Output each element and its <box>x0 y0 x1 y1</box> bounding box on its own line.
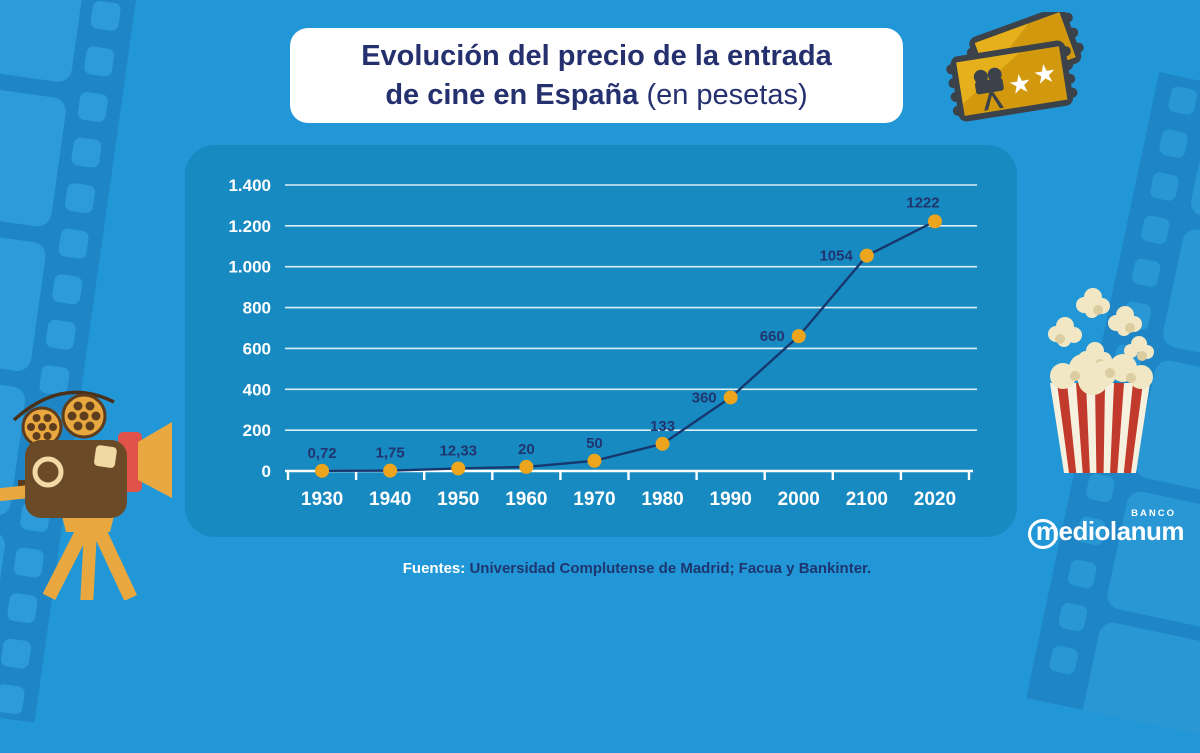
y-axis-label: 1.200 <box>228 217 271 236</box>
chart-panel: 0 200 400 600 800 1.000 1.200 1.400 1930 1940 1950… <box>185 145 1017 537</box>
film-camera-icon <box>0 380 186 606</box>
data-point <box>791 329 806 344</box>
film-reel-icon <box>61 393 107 439</box>
data-point-label: 1222 <box>906 194 939 211</box>
data-point <box>519 459 534 474</box>
y-axis-label: 400 <box>243 380 271 399</box>
data-point-label: 1054 <box>819 248 853 265</box>
source-line: Fuentes: Universidad Complutense de Madr… <box>37 560 1200 577</box>
popcorn-icon <box>1035 288 1167 483</box>
data-point-label: 133 <box>650 418 675 435</box>
source-text: Universidad Complutense de Madrid; Facua… <box>469 560 872 577</box>
x-axis-label: 1960 <box>505 489 547 510</box>
data-point-label: 20 <box>518 441 535 458</box>
page-title-units: (en pesetas) <box>646 78 808 111</box>
x-axis-label: 1980 <box>641 489 683 510</box>
source-label: Fuentes: <box>402 560 466 577</box>
y-axis-label: 1.400 <box>228 176 271 195</box>
x-axis-label: 1930 <box>301 489 343 510</box>
price-line-chart: 0 200 400 600 800 1.000 1.200 1.400 1930 1940 1950… <box>228 176 977 510</box>
x-axis-label: 1990 <box>710 489 752 510</box>
data-point-label: 50 <box>586 435 603 452</box>
title-box: Evolución del precio de la entrada de ci… <box>290 28 903 123</box>
y-axis-label: 800 <box>243 299 271 318</box>
page-title-line-2: de cine en España (en pesetas) <box>385 76 807 114</box>
price-line <box>322 220 936 473</box>
film-strip-left-icon <box>0 0 144 723</box>
data-point <box>655 436 670 451</box>
x-axis-label: 2000 <box>778 489 820 510</box>
star-icon: ★ <box>1031 58 1059 91</box>
x-axis-label: 1940 <box>369 489 411 510</box>
data-point-label: 12,33 <box>439 442 477 459</box>
logo-brand-text: mediolanum <box>1035 516 1185 546</box>
data-point <box>451 461 466 476</box>
data-point-label: 0,72 <box>307 445 336 462</box>
data-point <box>723 390 738 405</box>
data-point-label: 660 <box>760 328 785 345</box>
y-axis-label: 1.000 <box>228 258 271 277</box>
data-point-label: 360 <box>692 389 717 406</box>
data-point-label: 1,75 <box>376 445 405 462</box>
logo-ring-icon <box>1027 519 1058 549</box>
logo-banco-label: BANCO <box>1131 508 1176 519</box>
cinema-tickets-icon: ★ ★ <box>946 6 1094 128</box>
y-axis-label: 200 <box>243 421 271 440</box>
data-point <box>927 214 942 229</box>
camera-glyph-icon <box>973 67 1004 111</box>
mediolanum-logo: BANCO mediolanum <box>1027 508 1185 549</box>
logo-brand: mediolanum <box>1027 516 1185 549</box>
x-axis-label: 2020 <box>914 489 956 510</box>
data-point <box>587 453 602 468</box>
page-title-line-2-bold: de cine en España <box>385 78 639 111</box>
x-axis-label: 2100 <box>846 489 888 510</box>
x-axis-label: 1950 <box>437 489 479 510</box>
y-axis-label: 0 <box>262 462 271 481</box>
data-point <box>315 463 330 478</box>
star-icon: ★ <box>1006 68 1034 101</box>
y-axis-label: 600 <box>243 339 271 358</box>
data-point <box>383 463 398 478</box>
page-title-line-1: Evolución del precio de la entrada <box>361 40 832 73</box>
data-point <box>859 248 874 263</box>
x-axis-label: 1970 <box>573 489 615 510</box>
